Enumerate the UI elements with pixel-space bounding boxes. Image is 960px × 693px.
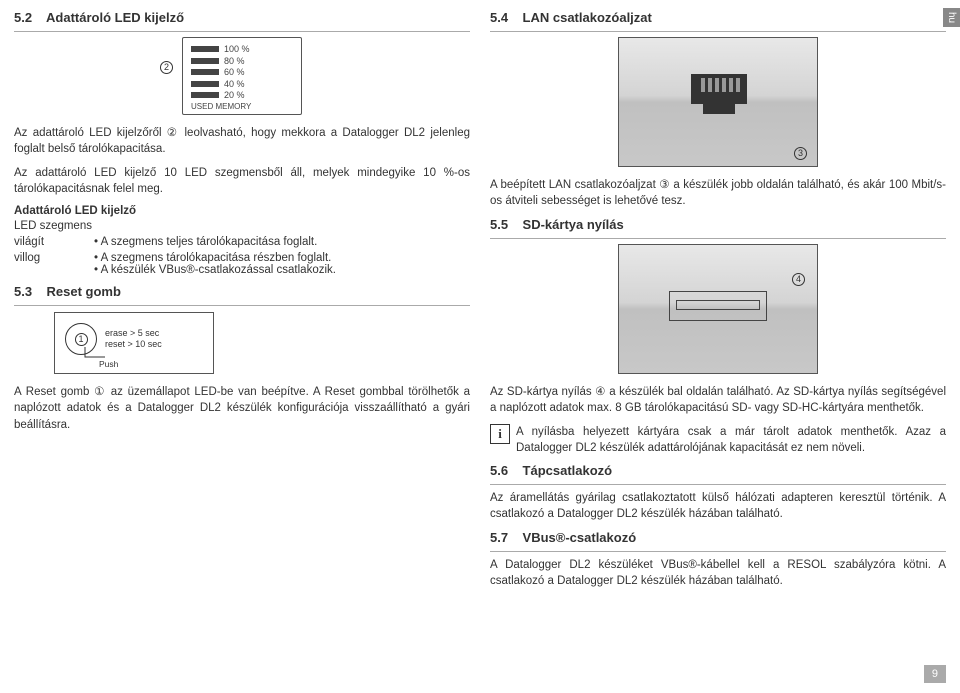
- rj45-icon: [687, 70, 751, 120]
- right-column: 5.4 LAN csatlakozóaljzat 3 A beépített L…: [490, 10, 946, 597]
- section-number: 5.6: [490, 463, 508, 478]
- led-pct: 80 %: [224, 56, 245, 66]
- table-row-value: A szegmens teljes tárolókapacitása fogla…: [94, 236, 470, 248]
- left-column: 5.2 Adattároló LED kijelző 100 % 80 % 60…: [14, 10, 470, 597]
- callout-1: 1: [75, 333, 88, 346]
- info-note: i A nyílásba helyezett kártyára csak a m…: [490, 424, 946, 456]
- led-indicator-diagram: 100 % 80 % 60 % 40 % 20 % USED MEMORY: [182, 37, 302, 115]
- section-number: 5.2: [14, 10, 32, 25]
- erase-label: erase > 5 sec: [105, 328, 162, 340]
- divider: [490, 551, 946, 552]
- paragraph: A beépített LAN csatlakozóaljzat ③ a kés…: [490, 177, 946, 209]
- led-table: LED szegmens világít A szegmens teljes t…: [14, 220, 470, 276]
- section-5-7-heading: 5.7 VBus®-csatlakozó: [490, 530, 946, 545]
- divider: [490, 484, 946, 485]
- callout-2: 2: [160, 61, 173, 74]
- section-5-3-heading: 5.3 Reset gomb: [14, 284, 470, 299]
- lan-port-diagram: 3: [618, 37, 818, 167]
- language-tab: hu: [943, 8, 960, 27]
- section-5-2-heading: 5.2 Adattároló LED kijelző: [14, 10, 470, 25]
- paragraph: Az SD-kártya nyílás ④ a készülék bal old…: [490, 384, 946, 416]
- led-pct: 100 %: [224, 44, 250, 54]
- section-number: 5.7: [490, 530, 508, 545]
- info-text: A nyílásba helyezett kártyára csak a már…: [516, 424, 946, 456]
- table-row-label: villog: [14, 252, 94, 276]
- led-pct: 40 %: [224, 79, 245, 89]
- table-row-value: A szegmens tárolókapacitása részben fogl…: [94, 252, 470, 264]
- divider: [490, 31, 946, 32]
- led-pct: 60 %: [224, 67, 245, 77]
- section-title: Tápcsatlakozó: [523, 463, 613, 478]
- paragraph: Az áramellátás gyárilag csatlakoztatott …: [490, 490, 946, 522]
- section-5-6-heading: 5.6 Tápcsatlakozó: [490, 463, 946, 478]
- callout-3: 3: [794, 147, 807, 160]
- page-number: 9: [924, 665, 946, 683]
- divider: [14, 305, 470, 306]
- section-number: 5.4: [490, 10, 508, 25]
- sd-slot-diagram: 4: [618, 244, 818, 374]
- paragraph: A Reset gomb ① az üzemállapot LED-be van…: [14, 384, 470, 432]
- divider: [490, 238, 946, 239]
- table-row-label: világít: [14, 236, 94, 248]
- section-number: 5.5: [490, 217, 508, 232]
- divider: [14, 31, 470, 32]
- reset-button-diagram: 1 erase > 5 sec reset > 10 sec Push: [54, 312, 214, 374]
- sd-outer-icon: [669, 291, 767, 321]
- led-used-label: USED MEMORY: [191, 102, 293, 111]
- table-row-value: A készülék VBus®-csatlakozással csatlako…: [94, 264, 470, 276]
- push-line-icon: [81, 347, 111, 361]
- callout-4: 4: [792, 273, 805, 286]
- section-5-4-heading: 5.4 LAN csatlakozóaljzat: [490, 10, 946, 25]
- reset-label: reset > 10 sec: [105, 339, 162, 351]
- sd-inner-icon: [676, 300, 760, 310]
- paragraph: Az adattároló LED kijelzőről ② leolvasha…: [14, 125, 470, 157]
- led-segment-label: LED szegmens: [14, 220, 94, 232]
- led-pct: 20 %: [224, 90, 245, 100]
- section-title: SD-kártya nyílás: [523, 217, 624, 232]
- push-label: Push: [99, 359, 203, 369]
- section-5-5-heading: 5.5 SD-kártya nyílás: [490, 217, 946, 232]
- led-table-title: Adattároló LED kijelző: [14, 205, 470, 217]
- paragraph: A Datalogger DL2 készüléket VBus®-kábell…: [490, 557, 946, 589]
- section-title: Reset gomb: [47, 284, 121, 299]
- section-title: LAN csatlakozóaljzat: [523, 10, 652, 25]
- paragraph: Az adattároló LED kijelző 10 LED szegmen…: [14, 165, 470, 197]
- section-number: 5.3: [14, 284, 32, 299]
- section-title: VBus®-csatlakozó: [523, 530, 637, 545]
- page-content: 5.2 Adattároló LED kijelző 100 % 80 % 60…: [0, 0, 960, 607]
- info-icon: i: [490, 424, 510, 444]
- section-title: Adattároló LED kijelző: [46, 10, 184, 25]
